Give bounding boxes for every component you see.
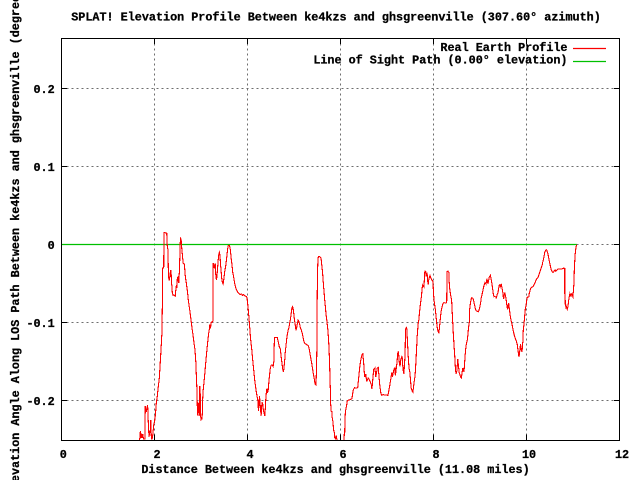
svg-text:Real Earth Profile: Real Earth Profile: [440, 41, 567, 55]
svg-text:-0.1: -0.1: [26, 317, 54, 331]
svg-text:Elevation Angle Along LOS Path: Elevation Angle Along LOS Path Between k…: [9, 0, 23, 480]
svg-text:0: 0: [48, 239, 55, 253]
svg-text:Line of Sight Path (0.00° elev: Line of Sight Path (0.00° elevation): [313, 54, 567, 68]
svg-text:0.2: 0.2: [34, 83, 55, 97]
svg-text:12: 12: [615, 448, 629, 462]
svg-text:-0.2: -0.2: [26, 395, 54, 409]
svg-text:2: 2: [153, 448, 160, 462]
svg-text:Distance Between ke4kzs and gh: Distance Between ke4kzs and ghsgreenvill…: [141, 463, 529, 477]
svg-text:4: 4: [246, 448, 253, 462]
svg-text:0.1: 0.1: [34, 161, 55, 175]
svg-text:SPLAT! Elevation Profile Betwe: SPLAT! Elevation Profile Between ke4kzs …: [71, 11, 601, 25]
svg-text:10: 10: [522, 448, 536, 462]
svg-text:0: 0: [60, 448, 67, 462]
svg-text:6: 6: [339, 448, 346, 462]
svg-text:8: 8: [432, 448, 439, 462]
